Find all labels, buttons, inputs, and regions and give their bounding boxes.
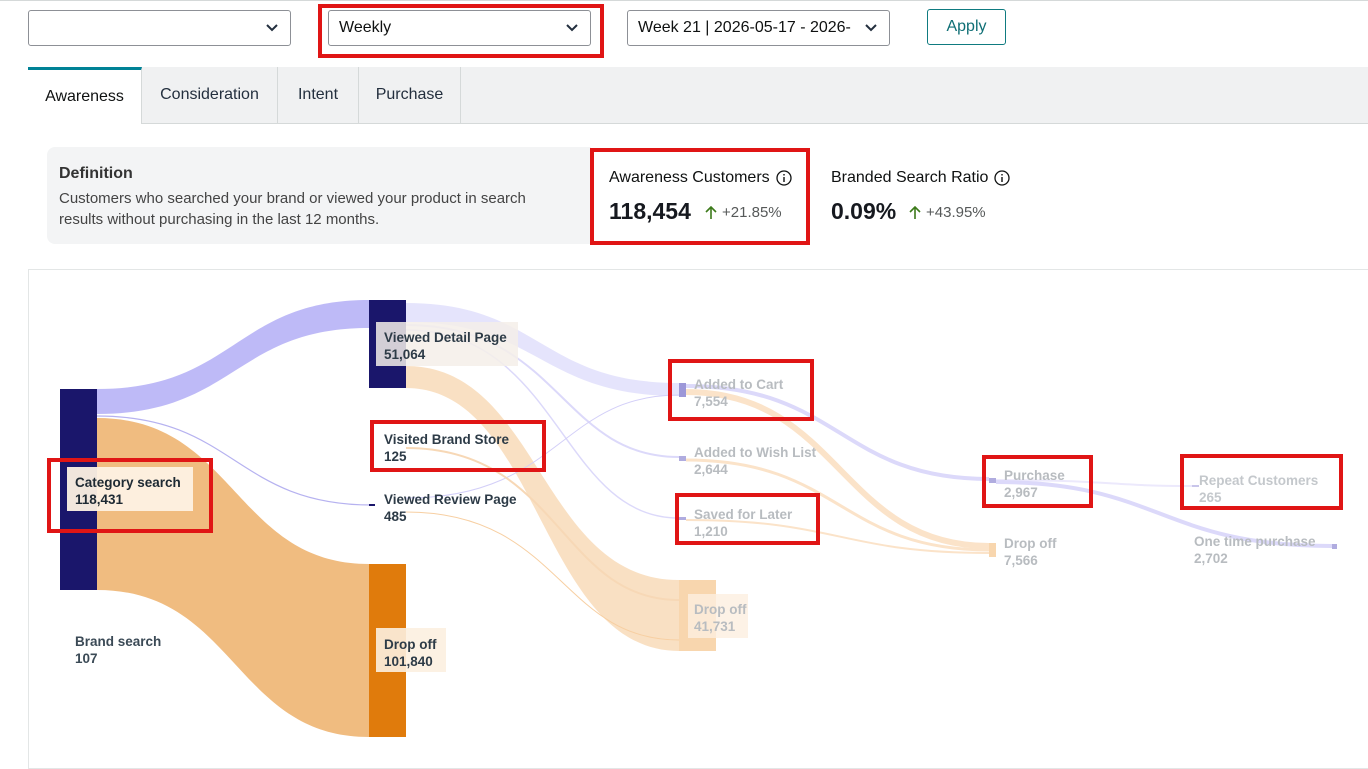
funnel-tabs: Awareness Consideration Intent Purchase — [28, 67, 1368, 124]
node-one-time-purchase[interactable] — [1332, 544, 1337, 549]
value-drop-off-3: 7,566 — [1004, 553, 1038, 568]
definition-card: Definition Customers who searched your b… — [47, 147, 591, 244]
value-drop-off-1: 101,840 — [384, 654, 433, 669]
label-bg-drop-off-2 — [688, 594, 748, 638]
metric-awareness-customers-value: 118,454 — [609, 198, 691, 224]
node-added-to-cart[interactable] — [679, 383, 686, 397]
period-select-value: Weekly — [339, 19, 392, 36]
tab-intent[interactable]: Intent — [278, 67, 359, 123]
node-repeat-customers[interactable] — [1192, 485, 1199, 487]
label-viewed-review-page: Viewed Review Page — [384, 492, 517, 507]
value-drop-off-2: 41,731 — [694, 619, 736, 634]
tab-purchase[interactable]: Purchase — [359, 67, 461, 123]
info-icon[interactable] — [994, 170, 1011, 186]
flow-store-to-dropoff — [405, 447, 680, 601]
label-visited-brand-store: Visited Brand Store — [384, 432, 510, 447]
chevron-down-icon — [865, 24, 877, 32]
metric-label-text: Branded Search Ratio — [831, 169, 989, 186]
week-select[interactable]: Week 21 | 2026-05-17 - 2026- — [627, 10, 890, 46]
node-purchase[interactable] — [989, 478, 996, 483]
label-drop-off-1: Drop off — [384, 637, 437, 652]
chevron-down-icon — [566, 24, 578, 32]
chevron-down-icon — [266, 24, 278, 32]
definition-title: Definition — [59, 165, 133, 182]
metric-label-text: Awareness Customers — [609, 169, 770, 186]
value-purchase: 2,967 — [1004, 485, 1038, 500]
label-bg-drop-off-1 — [376, 628, 446, 672]
label-bg-category-search — [67, 467, 193, 511]
tab-awareness[interactable]: Awareness — [28, 67, 142, 124]
flow-cart-to-purchase — [685, 384, 990, 481]
info-icon[interactable] — [776, 170, 792, 186]
flow-purchase-to-repeat — [995, 479, 1193, 487]
filter-select-1[interactable] — [28, 10, 291, 46]
tab-consideration[interactable]: Consideration — [142, 67, 278, 123]
week-select-value: Week 21 | 2026-05-17 - 2026- — [638, 19, 851, 36]
period-select[interactable]: Weekly — [328, 10, 591, 46]
label-bg-viewed-detail-page — [376, 322, 518, 366]
flow-cart-to-dropoff — [685, 389, 990, 549]
node-saved-for-later[interactable] — [679, 517, 686, 520]
flow-purchase-to-onetime — [995, 480, 1333, 548]
metric-change-text: +21.85% — [722, 204, 782, 221]
value-one-time-purchase: 2,702 — [1194, 551, 1228, 566]
metric-change-text: +43.95% — [926, 204, 986, 221]
label-one-time-purchase: One time purchase — [1194, 534, 1316, 549]
label-viewed-detail-page: Viewed Detail Page — [384, 330, 507, 345]
flow-category-to-review — [96, 415, 373, 506]
metric-awareness-customers-label: Awareness Customers — [609, 169, 792, 187]
value-viewed-detail-page: 51,064 — [384, 347, 426, 362]
node-added-to-wish-list[interactable] — [679, 456, 686, 461]
top-divider — [0, 0, 1368, 1]
label-added-to-wish-list: Added to Wish List — [694, 445, 817, 460]
label-purchase: Purchase — [1004, 468, 1065, 483]
apply-button[interactable]: Apply — [927, 9, 1006, 45]
metric-awareness-customers-change: +21.85% — [705, 204, 782, 221]
node-drop-off-3[interactable] — [989, 543, 996, 557]
flow-review-to-dropoff — [405, 511, 680, 641]
label-brand-search: Brand search — [75, 634, 161, 649]
label-repeat-customers: Repeat Customers — [1199, 473, 1318, 488]
flow-saved-to-dropoff — [685, 519, 990, 554]
value-repeat-customers: 265 — [1199, 490, 1222, 505]
value-visited-brand-store: 125 — [384, 449, 407, 464]
flow-wishlist-to-dropoff — [685, 458, 990, 552]
value-brand-search: 107 — [75, 651, 98, 666]
node-viewed-review-page[interactable] — [369, 504, 375, 506]
flow-category-to-dropoff — [97, 418, 369, 737]
metric-branded-search-ratio-change: +43.95% — [909, 204, 986, 221]
label-drop-off-3: Drop off — [1004, 536, 1057, 551]
arrow-up-icon — [909, 205, 921, 219]
value-added-to-wish-list: 2,644 — [694, 462, 728, 477]
label-category-search: Category search — [75, 475, 181, 490]
label-saved-for-later: Saved for Later — [694, 507, 793, 522]
value-category-search: 118,431 — [75, 492, 124, 507]
metric-branded-search-ratio-label: Branded Search Ratio — [831, 169, 1011, 187]
definition-text: Customers who searched your brand or vie… — [59, 190, 526, 228]
value-added-to-cart: 7,554 — [694, 394, 728, 409]
value-viewed-review-page: 485 — [384, 509, 407, 524]
value-saved-for-later: 1,210 — [694, 524, 728, 539]
flow-review-to-cart — [405, 394, 680, 499]
label-drop-off-2: Drop off — [694, 602, 747, 617]
arrow-up-icon — [705, 205, 717, 219]
metric-branded-search-ratio-value: 0.09% — [831, 198, 897, 224]
flow-category-to-detail — [97, 300, 369, 414]
label-added-to-cart: Added to Cart — [694, 377, 784, 392]
